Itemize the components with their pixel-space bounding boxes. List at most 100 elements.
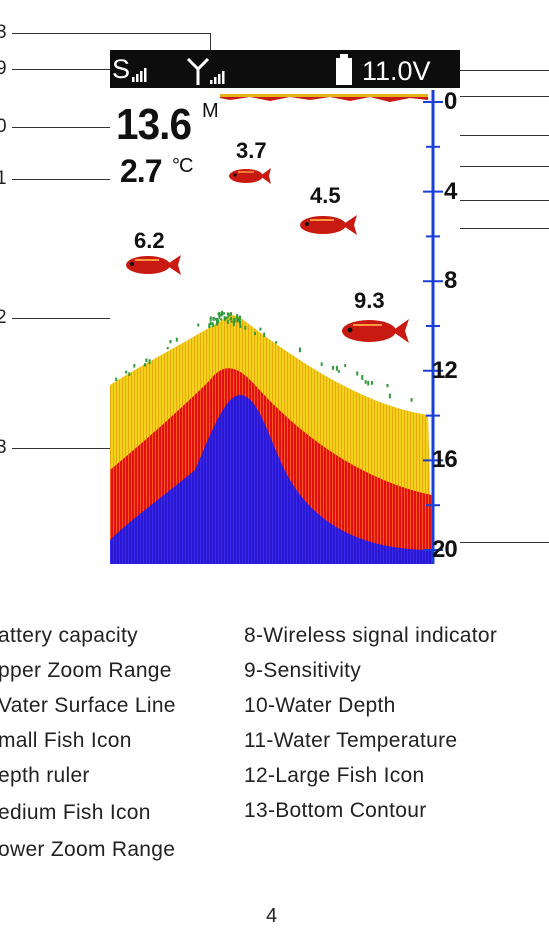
sonar-display bbox=[110, 94, 432, 564]
contour-speckle bbox=[115, 377, 118, 381]
contour-speckle bbox=[331, 365, 334, 370]
medium-fish-icon bbox=[300, 215, 357, 235]
contour-speckle bbox=[212, 324, 215, 328]
water-depth-unit: M bbox=[202, 100, 219, 122]
contour-speckle bbox=[221, 310, 224, 316]
wireless-antenna-icon bbox=[186, 57, 225, 85]
legend-item: 12-Large Fish Icon bbox=[244, 764, 425, 787]
callout-label: 3 bbox=[0, 437, 7, 458]
legend-item: 10-Water Depth bbox=[244, 694, 396, 717]
contour-speckle bbox=[218, 311, 221, 315]
contour-speckle bbox=[371, 380, 374, 385]
contour-speckle bbox=[226, 316, 229, 319]
contour-speckle bbox=[298, 347, 301, 353]
contour-speckle bbox=[220, 314, 223, 317]
callout-line bbox=[12, 69, 110, 70]
depth-ruler-label: 0 bbox=[444, 88, 457, 115]
callout-line bbox=[440, 200, 549, 201]
contour-speckle bbox=[175, 337, 178, 342]
contour-speckle bbox=[197, 323, 200, 327]
contour-speckle bbox=[145, 358, 148, 363]
contour-speckle bbox=[218, 314, 221, 319]
contour-speckle bbox=[217, 319, 220, 324]
depth-ruler-label: 16 bbox=[432, 446, 458, 474]
contour-speckle bbox=[128, 372, 131, 376]
page-number: 4 bbox=[266, 905, 278, 927]
bottom-contour bbox=[115, 310, 413, 402]
water-temperature-value: 2.7 bbox=[120, 153, 162, 189]
contour-speckle bbox=[244, 326, 247, 330]
contour-speckle bbox=[275, 341, 278, 344]
callout-line bbox=[12, 179, 112, 180]
callout-label: 3 bbox=[0, 22, 7, 43]
battery-voltage: 11.0V bbox=[362, 56, 431, 86]
contour-speckle bbox=[367, 380, 370, 386]
contour-speckle bbox=[230, 312, 233, 316]
depth-ruler-label: 8 bbox=[444, 267, 457, 295]
contour-speckle bbox=[361, 375, 364, 380]
battery-icon bbox=[336, 54, 352, 85]
callout-label: 1 bbox=[0, 168, 7, 189]
legend-item: edium Fish Icon bbox=[0, 801, 151, 824]
small-fish-icon bbox=[229, 168, 271, 184]
water-surface-yellow bbox=[220, 94, 428, 97]
depth-ruler-label: 4 bbox=[444, 177, 457, 205]
contour-speckle bbox=[238, 315, 241, 320]
contour-speckle bbox=[337, 370, 340, 373]
contour-speckle bbox=[212, 317, 215, 320]
contour-speckle bbox=[133, 364, 136, 368]
water-temperature-unit: °C bbox=[172, 155, 193, 177]
legend-item: epth ruler bbox=[0, 764, 90, 787]
contour-speckle bbox=[215, 322, 218, 326]
contour-speckle bbox=[208, 323, 211, 328]
sonar-screen: S 11.0V 13.6 M 2.7 °C 3.7 4.5 bbox=[110, 50, 460, 564]
contour-speckle bbox=[217, 312, 220, 316]
contour-speckle bbox=[232, 321, 235, 327]
depth-ruler-label: 12 bbox=[432, 356, 458, 384]
contour-speckle bbox=[148, 359, 151, 365]
legend-item: 8-Wireless signal indicator bbox=[244, 624, 498, 647]
contour-speckle bbox=[125, 370, 128, 374]
contour-speckle bbox=[223, 317, 226, 321]
fish-depth-label: 6.2 bbox=[134, 228, 165, 253]
contour-speckle bbox=[215, 318, 218, 323]
contour-speckle bbox=[344, 364, 347, 367]
bottom-blue-layer bbox=[110, 395, 432, 564]
contour-speckle bbox=[226, 319, 229, 325]
callout-label: 2 bbox=[0, 307, 7, 328]
contour-speckle bbox=[215, 317, 218, 321]
contour-speckle bbox=[254, 331, 257, 336]
depth-ruler bbox=[423, 90, 443, 564]
contour-speckle bbox=[211, 322, 214, 326]
legend-item: pper Zoom Range bbox=[0, 659, 172, 682]
callout-line bbox=[450, 70, 549, 71]
contour-speckle bbox=[320, 362, 323, 367]
contour-speckle bbox=[230, 320, 233, 323]
fish-depth-label: 3.7 bbox=[236, 138, 267, 163]
contour-speckle bbox=[143, 363, 146, 367]
contour-speckle bbox=[209, 316, 212, 322]
contour-speckle bbox=[169, 339, 172, 344]
contour-speckle bbox=[209, 321, 212, 325]
legend-item: 11-Water Temperature bbox=[244, 729, 458, 752]
contour-speckle bbox=[335, 365, 338, 371]
contour-speckle bbox=[410, 398, 413, 402]
legend-item: 9-Sensitivity bbox=[244, 659, 362, 682]
contour-speckle bbox=[166, 346, 169, 350]
contour-speckle bbox=[364, 380, 367, 384]
contour-speckle bbox=[239, 324, 242, 328]
sensitivity-bars-icon bbox=[132, 68, 147, 82]
contour-speckle bbox=[386, 383, 389, 388]
contour-speckle bbox=[356, 371, 359, 376]
legend-item: ower Zoom Range bbox=[0, 838, 176, 861]
callout-label: 0 bbox=[0, 116, 7, 137]
fish-depth-label: 4.5 bbox=[310, 183, 341, 208]
callout-line bbox=[12, 33, 210, 34]
callout-label: 9 bbox=[0, 58, 7, 79]
contour-speckle bbox=[236, 314, 239, 319]
contour-speckle bbox=[263, 332, 266, 337]
depth-ruler-label: 20 bbox=[432, 536, 458, 563]
callout-line bbox=[440, 542, 549, 543]
medium-fish-icon bbox=[126, 255, 181, 275]
sensitivity-label: S bbox=[112, 54, 131, 84]
